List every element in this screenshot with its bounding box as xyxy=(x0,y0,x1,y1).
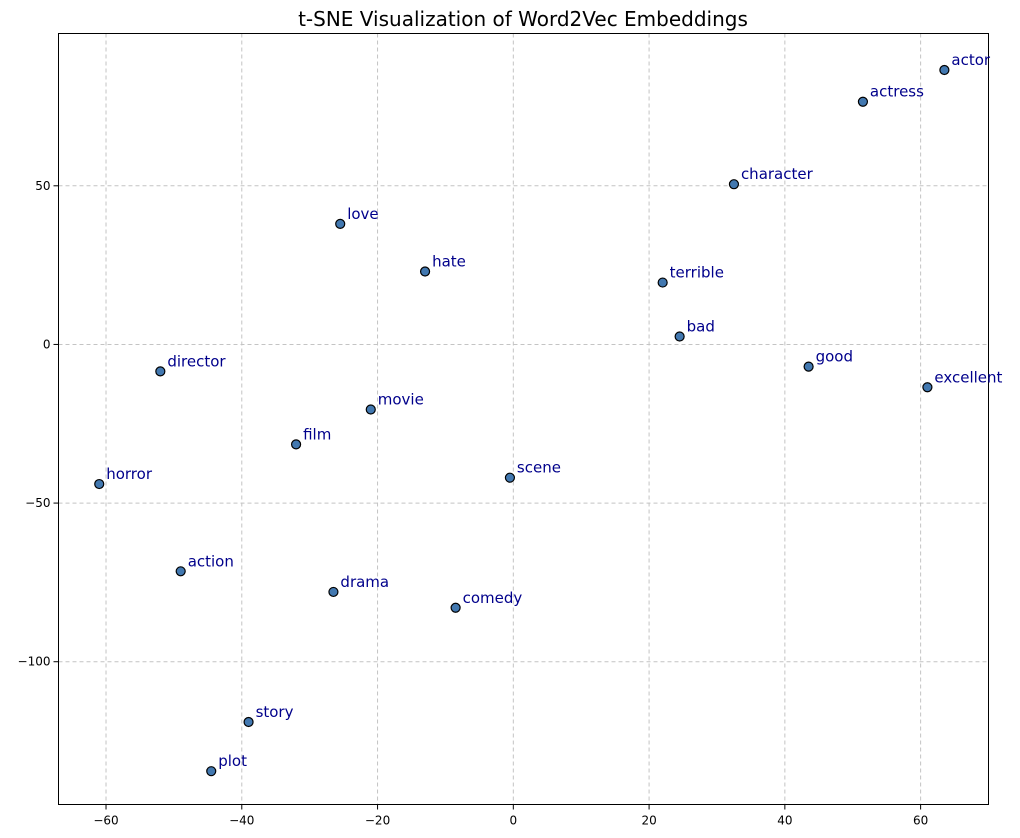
data-label-bad: bad xyxy=(687,318,715,336)
x-tick-label: 60 xyxy=(913,814,928,828)
data-points xyxy=(94,64,950,777)
data-label-actor: actor xyxy=(951,51,990,69)
data-point-story xyxy=(243,716,254,728)
data-label-film: film xyxy=(303,425,331,443)
data-point-hate xyxy=(419,266,431,277)
data-label-movie: movie xyxy=(378,390,424,408)
data-label-director: director xyxy=(167,352,226,370)
x-tick-label: −20 xyxy=(365,814,390,828)
data-point-good xyxy=(803,361,814,372)
x-tick-label: −40 xyxy=(229,814,254,828)
data-label-action: action xyxy=(188,552,234,570)
data-label-terrible: terrible xyxy=(670,264,724,282)
data-point-actor xyxy=(939,64,950,76)
data-point-love xyxy=(335,218,346,229)
data-label-comedy: comedy xyxy=(463,589,523,607)
data-point-terrible xyxy=(657,277,668,288)
data-point-actress xyxy=(857,96,869,107)
data-point-action xyxy=(175,566,186,577)
y-tick-label: −100 xyxy=(18,655,51,669)
x-tick-label: 40 xyxy=(777,814,792,828)
data-point-character xyxy=(728,179,740,190)
data-label-excellent: excellent xyxy=(934,368,1002,386)
data-labels: actor actress character love hate terrible bad… xyxy=(106,51,1002,770)
data-label-horror: horror xyxy=(106,465,153,483)
data-label-story: story xyxy=(256,703,294,721)
data-point-plot xyxy=(206,766,217,777)
data-label-hate: hate xyxy=(432,252,466,270)
data-point-horror xyxy=(94,478,105,490)
data-point-movie xyxy=(365,404,376,415)
data-point-comedy xyxy=(450,602,461,613)
y-tick-label: −50 xyxy=(25,496,50,510)
data-point-bad xyxy=(674,331,685,342)
axis-ticks: −60 −40 −20 0 20 40 60 −100 −50 0 50 xyxy=(18,179,929,828)
plot-frame xyxy=(58,33,989,805)
data-point-director xyxy=(155,366,166,377)
y-tick-label: 50 xyxy=(35,179,50,193)
chart-title: t-SNE Visualization of Word2Vec Embeddin… xyxy=(298,7,748,31)
data-label-plot: plot xyxy=(218,752,247,770)
grid xyxy=(58,33,989,805)
data-point-film xyxy=(290,439,302,450)
data-label-drama: drama xyxy=(340,573,389,591)
data-label-love: love xyxy=(347,205,378,223)
data-label-actress: actress xyxy=(870,83,924,101)
data-point-scene xyxy=(504,472,516,483)
data-label-scene: scene xyxy=(517,459,561,477)
x-tick-label: −60 xyxy=(93,814,118,828)
y-tick-label: 0 xyxy=(43,337,51,351)
data-label-character: character xyxy=(741,165,814,183)
data-label-good: good xyxy=(816,348,853,366)
data-point-excellent xyxy=(922,382,933,393)
data-point-drama xyxy=(328,586,339,598)
x-tick-label: 20 xyxy=(641,814,656,828)
x-tick-label: 0 xyxy=(509,814,517,828)
